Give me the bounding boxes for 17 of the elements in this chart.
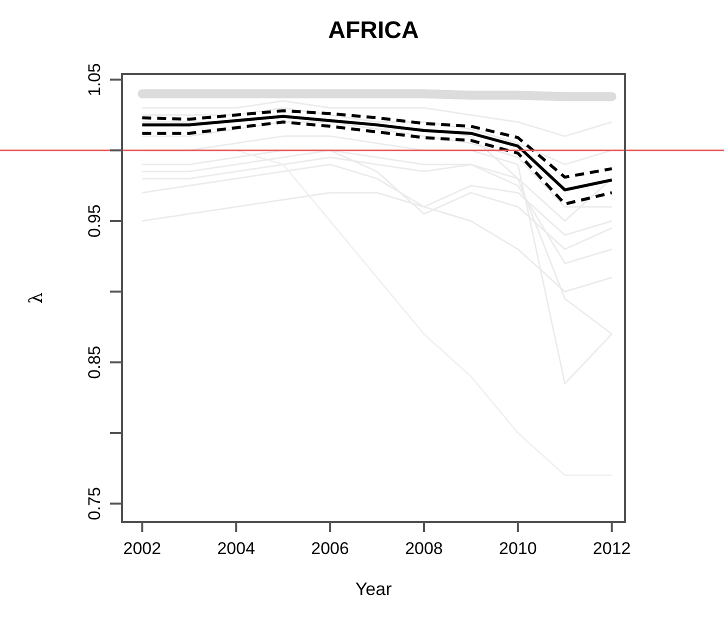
y-tick-label: 0.85: [85, 346, 104, 379]
x-axis-title: Year: [355, 579, 392, 599]
line-series: [141, 100, 613, 137]
x-tick-label: 2010: [499, 539, 537, 558]
x-tick-label: 2012: [592, 539, 631, 558]
chart-title: AFRICA: [328, 17, 419, 44]
line-series: [140, 114, 614, 192]
y-tick-label: 0.95: [85, 204, 104, 238]
x-tick-label: 2008: [405, 539, 443, 558]
line-series: [141, 107, 613, 166]
x-tick-label: 2002: [123, 539, 162, 558]
y-tick-label: 1.05: [85, 63, 104, 96]
y-axis-title: λ: [26, 292, 47, 304]
x-tick-label: 2006: [311, 539, 349, 558]
line-series: [140, 109, 614, 179]
y-tick-label: 0.75: [85, 487, 104, 520]
x-tick-label: 2004: [217, 539, 256, 558]
